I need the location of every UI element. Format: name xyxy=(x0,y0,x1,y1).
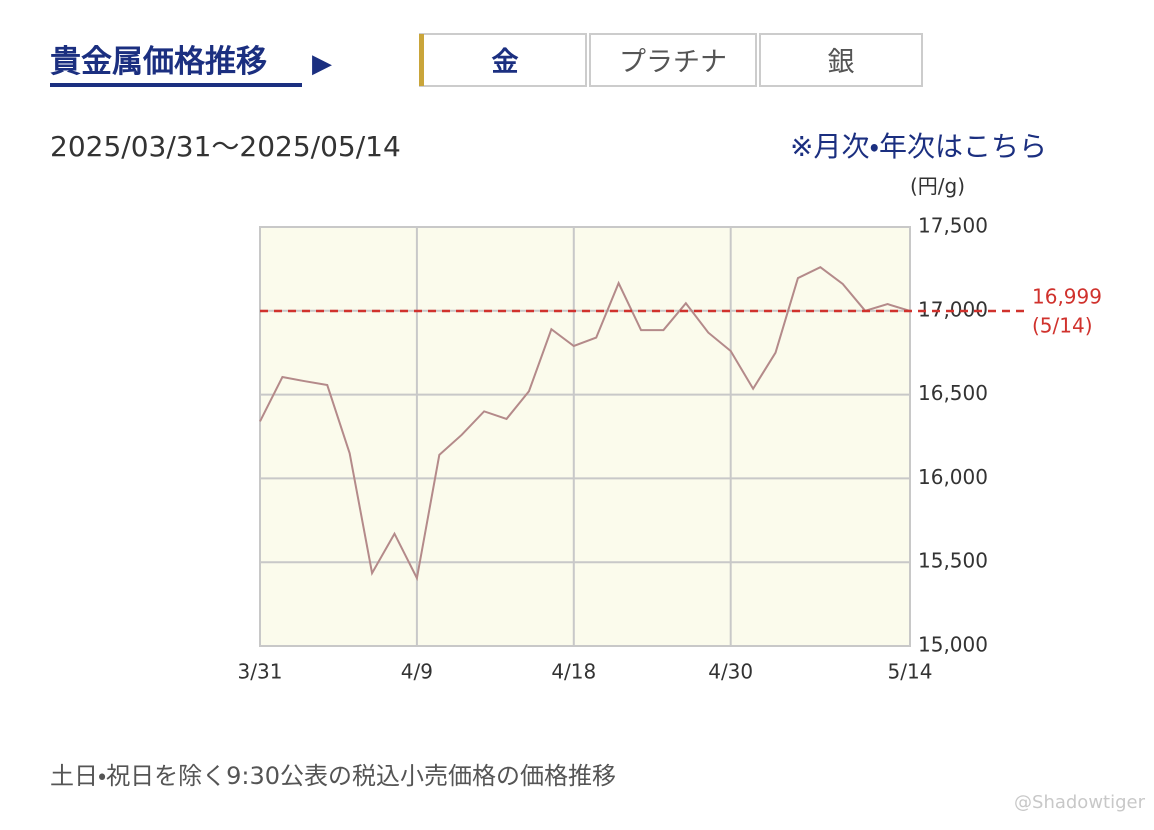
tab-label[interactable]: 銀 xyxy=(828,47,855,78)
reference-date: (5/14) xyxy=(1032,313,1093,337)
title-underline xyxy=(50,83,302,87)
x-tick-label: 3/31 xyxy=(238,660,283,684)
y-tick-label: 16,500 xyxy=(918,381,988,405)
plot-background xyxy=(259,226,911,647)
page-title[interactable]: 貴金属価格推移 xyxy=(50,44,267,80)
title-arrow[interactable]: ▶ xyxy=(312,49,332,79)
x-tick-label: 4/18 xyxy=(551,660,596,684)
watermark: @Shadowtiger xyxy=(1014,792,1146,813)
tab[interactable] xyxy=(759,33,923,87)
footnote: 土日・祝日を除く9:30公表の税込小売価格の価格推移 xyxy=(50,762,616,790)
tabs: 金 プラチナ 銀 xyxy=(419,33,923,87)
x-tick-label: 5/14 xyxy=(888,660,933,684)
y-tick-label: 16,000 xyxy=(918,465,988,489)
plot: 15,000 15,500 16,000 16,500 17,000 17,500 3/31… xyxy=(238,214,1102,684)
monthly-link[interactable]: ※月次・年次はこちら xyxy=(790,130,1047,163)
date-range: 2025/03/31〜2025/05/14 xyxy=(50,130,401,163)
y-axis-unit: (円/g) xyxy=(910,174,965,198)
x-tick-label: 4/30 xyxy=(708,660,753,684)
y-tick-label: 15,000 xyxy=(918,633,988,657)
tab-label[interactable]: 金 xyxy=(492,47,519,78)
price-line xyxy=(259,266,911,582)
x-tick-label: 4/9 xyxy=(401,660,433,684)
reference-label: 16,999 xyxy=(1032,284,1102,308)
y-tick-label: 15,500 xyxy=(918,549,988,573)
tab[interactable] xyxy=(589,33,757,87)
tab-active-marker xyxy=(419,34,424,86)
tab-label[interactable]: プラチナ xyxy=(619,47,727,78)
y-tick-label: 17,000 xyxy=(918,297,988,321)
y-tick-label: 17,500 xyxy=(918,214,988,238)
